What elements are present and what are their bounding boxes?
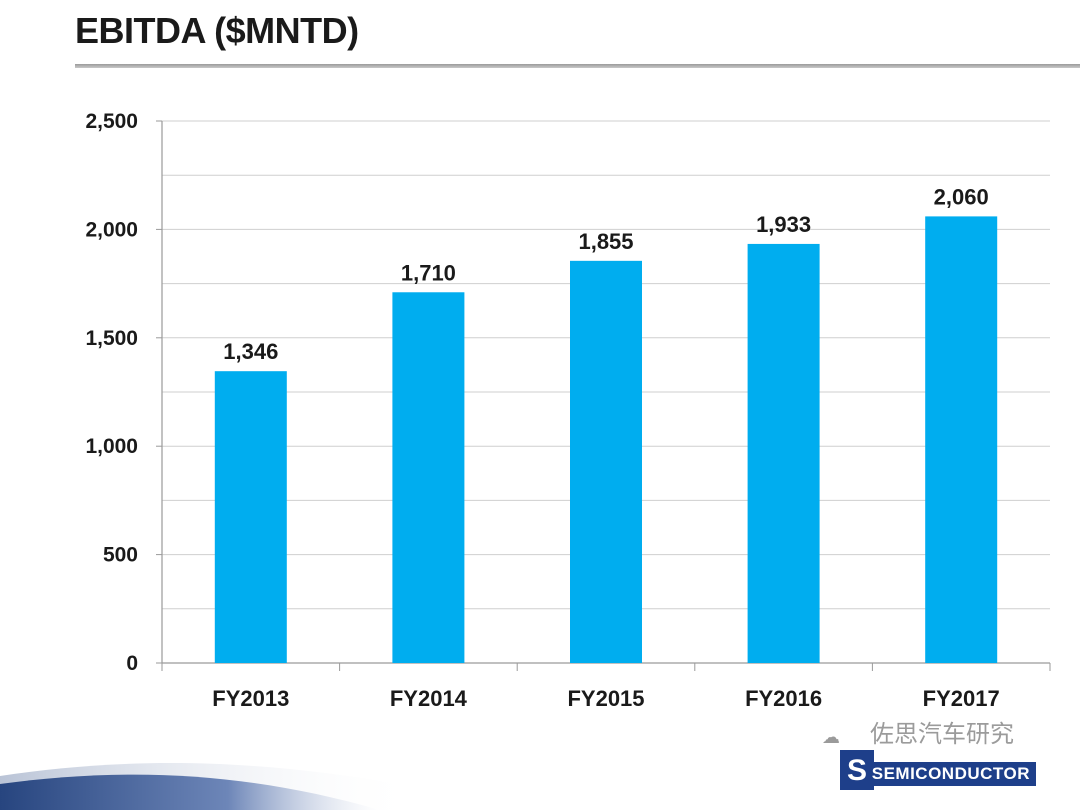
x-tick-label: FY2013 <box>212 686 289 711</box>
chart-title: EBITDA ($MNTD) <box>75 10 359 51</box>
data-label: 1,346 <box>223 339 278 364</box>
watermark-chinese-text: 佐思汽车研究 <box>870 720 1014 748</box>
data-label: 1,855 <box>578 229 633 254</box>
bar <box>392 292 465 663</box>
y-tick-label: 2,000 <box>85 218 138 241</box>
title-divider <box>75 64 1080 68</box>
data-label: 1,933 <box>756 212 811 237</box>
bar <box>570 260 642 663</box>
x-tick-label: FY2014 <box>390 686 468 711</box>
y-tick-label: 0 <box>126 652 138 675</box>
y-tick-label: 1,000 <box>85 435 138 458</box>
y-tick-label: 500 <box>103 544 138 567</box>
data-label: 1,710 <box>401 260 456 285</box>
watermark-brand: SEMICONDUCTOR <box>865 762 1036 786</box>
footer-swoosh-decoration <box>0 763 420 810</box>
data-label: 2,060 <box>934 184 989 209</box>
bar-chart: 0 500 1,000 1,500 2,000 2,500 1,346 FY2013 1,710… <box>85 110 1051 711</box>
bar <box>747 243 820 663</box>
x-tick-label: FY2016 <box>745 686 822 711</box>
bar <box>214 371 287 663</box>
wechat-icon: ☁ <box>822 727 840 747</box>
bar <box>925 216 998 663</box>
watermark: ☁ 佐思汽车研究 S SEMICONDUCTOR <box>820 720 1060 792</box>
x-tick-label: FY2017 <box>923 686 1000 711</box>
y-tick-label: 1,500 <box>85 327 138 350</box>
x-tick-label: FY2015 <box>567 686 644 711</box>
y-tick-label: 2,500 <box>85 110 138 133</box>
